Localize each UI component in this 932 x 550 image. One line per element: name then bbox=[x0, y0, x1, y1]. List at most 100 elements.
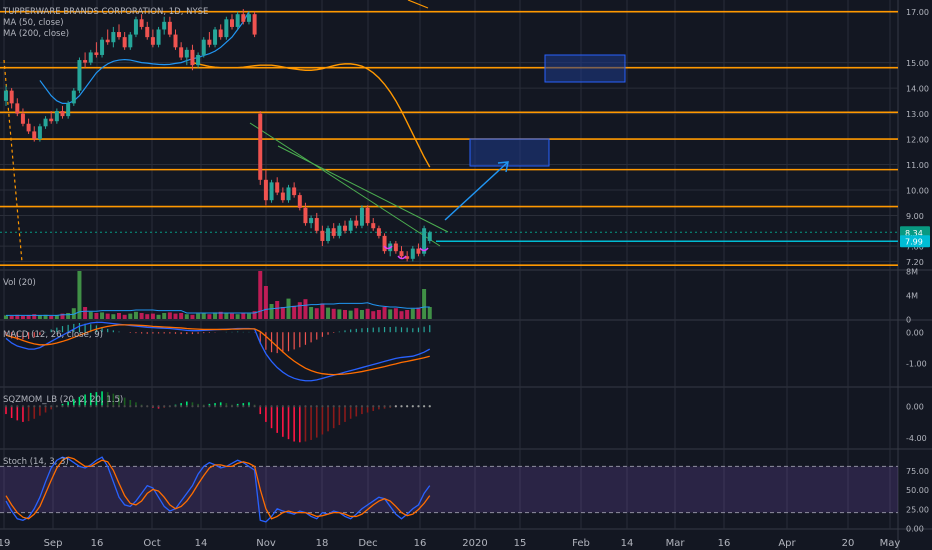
volume-bar bbox=[303, 299, 308, 319]
squeeze-dot bbox=[242, 405, 245, 408]
squeeze-dot bbox=[332, 405, 335, 408]
x-tick-label: 18 bbox=[316, 538, 329, 549]
squeeze-dot bbox=[213, 405, 217, 408]
macd-pane[interactable]: MACD (12, 26, close, 9) bbox=[3, 321, 431, 382]
price-pane[interactable]: TUPPERWARE BRANDS CORPORATION, 1D, NYSEM… bbox=[0, 0, 898, 266]
squeeze-dot bbox=[55, 405, 58, 408]
candle-body bbox=[117, 32, 121, 38]
squeeze-dot bbox=[72, 405, 75, 408]
price-label: 8.34 bbox=[905, 229, 923, 238]
squeeze-dot bbox=[38, 405, 42, 408]
squeeze-dot bbox=[117, 405, 121, 408]
squeeze-dot bbox=[417, 405, 420, 408]
candle-body bbox=[150, 37, 155, 45]
candle-body bbox=[139, 19, 144, 27]
squeeze-dot bbox=[321, 405, 324, 408]
volume-tick-label: 8M bbox=[906, 268, 918, 277]
candle-body bbox=[354, 220, 359, 226]
volume-bar bbox=[376, 310, 381, 319]
candle-body bbox=[77, 60, 82, 91]
candle-body bbox=[37, 126, 42, 140]
volume-bar bbox=[71, 308, 76, 319]
candle-body bbox=[71, 90, 76, 104]
macd-legend: MACD (12, 26, close, 9) bbox=[3, 330, 103, 340]
price-label: 7.99 bbox=[905, 238, 923, 247]
volume-bar bbox=[359, 310, 364, 319]
volume-bar bbox=[145, 314, 150, 319]
stoch-tick-label: 25.00 bbox=[906, 505, 929, 514]
candle-body bbox=[258, 113, 263, 180]
volume-bar bbox=[156, 314, 161, 319]
squeeze-dot bbox=[146, 405, 149, 408]
volume-bar bbox=[9, 316, 14, 319]
squeeze-dot bbox=[129, 405, 132, 408]
squeeze-dot bbox=[151, 405, 154, 408]
squeeze-dot bbox=[123, 405, 126, 408]
x-tick-label: 16 bbox=[91, 538, 104, 549]
squeeze-dot bbox=[304, 405, 307, 408]
candle-body bbox=[399, 251, 404, 257]
volume-bar bbox=[275, 301, 280, 319]
projection-arrow bbox=[444, 161, 509, 221]
candle-body bbox=[111, 32, 116, 43]
volume-ma-line bbox=[6, 302, 430, 316]
candle-body bbox=[297, 195, 302, 208]
volume-bar bbox=[213, 312, 218, 319]
x-tick-label: Dec bbox=[358, 538, 377, 549]
squeeze-dot bbox=[400, 405, 403, 408]
stoch-pane[interactable]: Stoch (14, 3, 3) bbox=[0, 456, 898, 523]
candle-body bbox=[427, 232, 432, 241]
squeeze-dot bbox=[185, 405, 188, 408]
volume-bar bbox=[405, 310, 410, 319]
volume-bar bbox=[427, 307, 432, 319]
candle-body bbox=[20, 113, 25, 124]
x-tick-label: 2020 bbox=[462, 538, 487, 549]
x-tick-label: 19 bbox=[0, 538, 10, 549]
x-tick-label: May bbox=[880, 538, 901, 549]
stoch-tick-label: 0.00 bbox=[906, 525, 924, 534]
volume-bar bbox=[83, 307, 88, 319]
candle-body bbox=[246, 14, 251, 22]
candle-body bbox=[15, 103, 20, 114]
volume-bar bbox=[314, 308, 319, 319]
squeeze-dot bbox=[349, 405, 352, 408]
volume-bar bbox=[54, 315, 59, 319]
squeeze-dot bbox=[140, 405, 143, 408]
squeeze-dot bbox=[202, 405, 205, 408]
price-tick-label: 13.00 bbox=[906, 110, 929, 119]
volume-bar bbox=[60, 313, 65, 319]
candle-body bbox=[184, 49, 189, 58]
volume-bar bbox=[269, 304, 274, 319]
candle-body bbox=[4, 90, 8, 101]
sqzmom-pane[interactable]: SQZMOM_LB (20, 2, 20, 1.5) bbox=[3, 391, 431, 443]
candle-body bbox=[43, 118, 48, 127]
volume-bar bbox=[422, 289, 427, 319]
price-tick-label: 7.20 bbox=[906, 258, 924, 267]
x-tick-label: Sep bbox=[44, 538, 63, 549]
candle-body bbox=[32, 131, 37, 140]
candle-body bbox=[393, 243, 398, 252]
volume-bar bbox=[66, 313, 71, 319]
volume-bar bbox=[128, 313, 133, 319]
descending-trendline bbox=[249, 122, 441, 247]
volume-bar bbox=[117, 313, 121, 319]
x-tick-label: 14 bbox=[195, 538, 208, 549]
squeeze-dot bbox=[174, 405, 177, 408]
volume-bar bbox=[258, 271, 263, 319]
candle-body bbox=[269, 182, 274, 201]
volume-pane[interactable]: Vol (20) bbox=[3, 271, 432, 319]
volume-legend: Vol (20) bbox=[3, 278, 36, 288]
candle-body bbox=[162, 21, 167, 30]
x-tick-label: Feb bbox=[572, 538, 590, 549]
price-tick-label: 14.00 bbox=[906, 85, 929, 94]
squeeze-dot bbox=[259, 405, 262, 408]
candle-body bbox=[133, 19, 138, 35]
volume-bar bbox=[252, 311, 257, 319]
volume-bar bbox=[371, 311, 376, 319]
volume-bar bbox=[139, 313, 144, 319]
candle-body bbox=[66, 103, 71, 117]
squeeze-dot bbox=[44, 405, 47, 408]
squeeze-dot bbox=[180, 405, 183, 408]
